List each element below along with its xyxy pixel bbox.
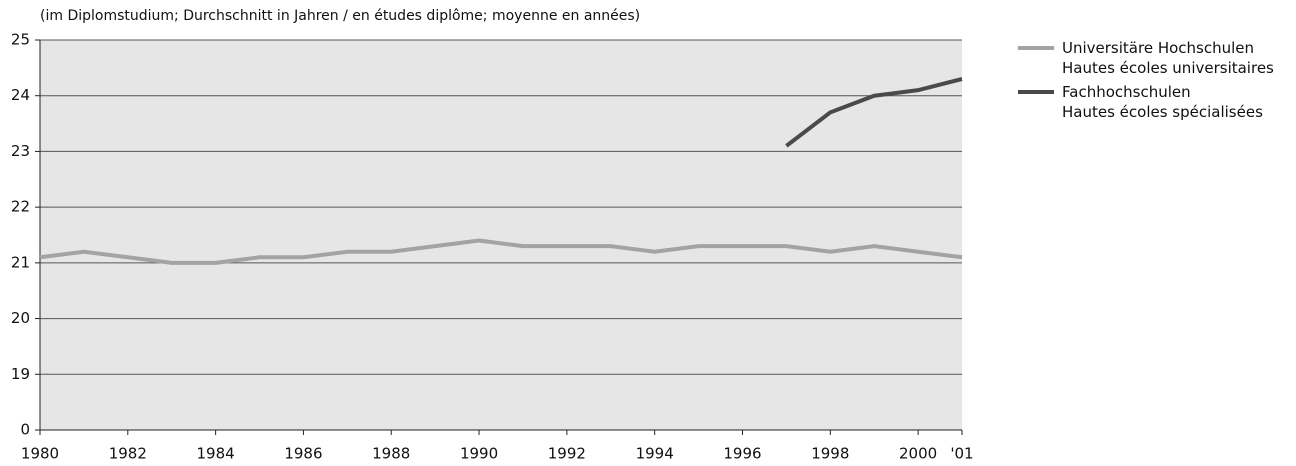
legend-label: Universitäre Hochschulen Hautes écoles u…: [1062, 39, 1274, 77]
x-tick-label: 1980: [21, 445, 59, 463]
legend-swatch: [1018, 46, 1054, 50]
x-tick-label: '01: [950, 445, 973, 463]
x-tick-label: 1992: [548, 445, 586, 463]
x-tick-label: 1996: [723, 445, 761, 463]
x-tick-label: 1982: [109, 445, 147, 463]
x-tick-label: 2000: [899, 445, 937, 463]
y-tick-label: 22: [11, 198, 30, 216]
x-tick-label: 1984: [197, 445, 235, 463]
legend-swatch: [1018, 90, 1054, 94]
y-tick-label: 23: [11, 142, 30, 160]
plot-area: [40, 40, 962, 430]
legend: Universitäre Hochschulen Hautes écoles u…: [1018, 38, 1274, 126]
y-tick-label: 21: [11, 253, 30, 271]
chart: (im Diplomstudium; Durchschnitt in Jahre…: [11, 8, 974, 463]
y-tick-label: 25: [11, 31, 30, 49]
legend-item: Fachhochschulen Hautes écoles spécialisé…: [1018, 82, 1274, 122]
x-tick-label: 1988: [372, 445, 410, 463]
series-line: [785, 77, 963, 148]
legend-label: Fachhochschulen Hautes écoles spécialisé…: [1062, 83, 1263, 121]
legend-item: Universitäre Hochschulen Hautes écoles u…: [1018, 38, 1274, 78]
y-tick-label: 20: [11, 309, 30, 327]
series-line: [39, 238, 963, 265]
y-tick-label: 24: [11, 86, 30, 104]
y-tick-label: 19: [11, 365, 30, 383]
y-tick-label: 0: [20, 421, 30, 439]
x-tick-label: 1994: [636, 445, 674, 463]
x-tick-label: 1990: [460, 445, 498, 463]
x-tick-label: 1998: [811, 445, 849, 463]
x-tick-label: 1986: [284, 445, 322, 463]
chart-subtitle: (im Diplomstudium; Durchschnitt in Jahre…: [40, 8, 640, 24]
